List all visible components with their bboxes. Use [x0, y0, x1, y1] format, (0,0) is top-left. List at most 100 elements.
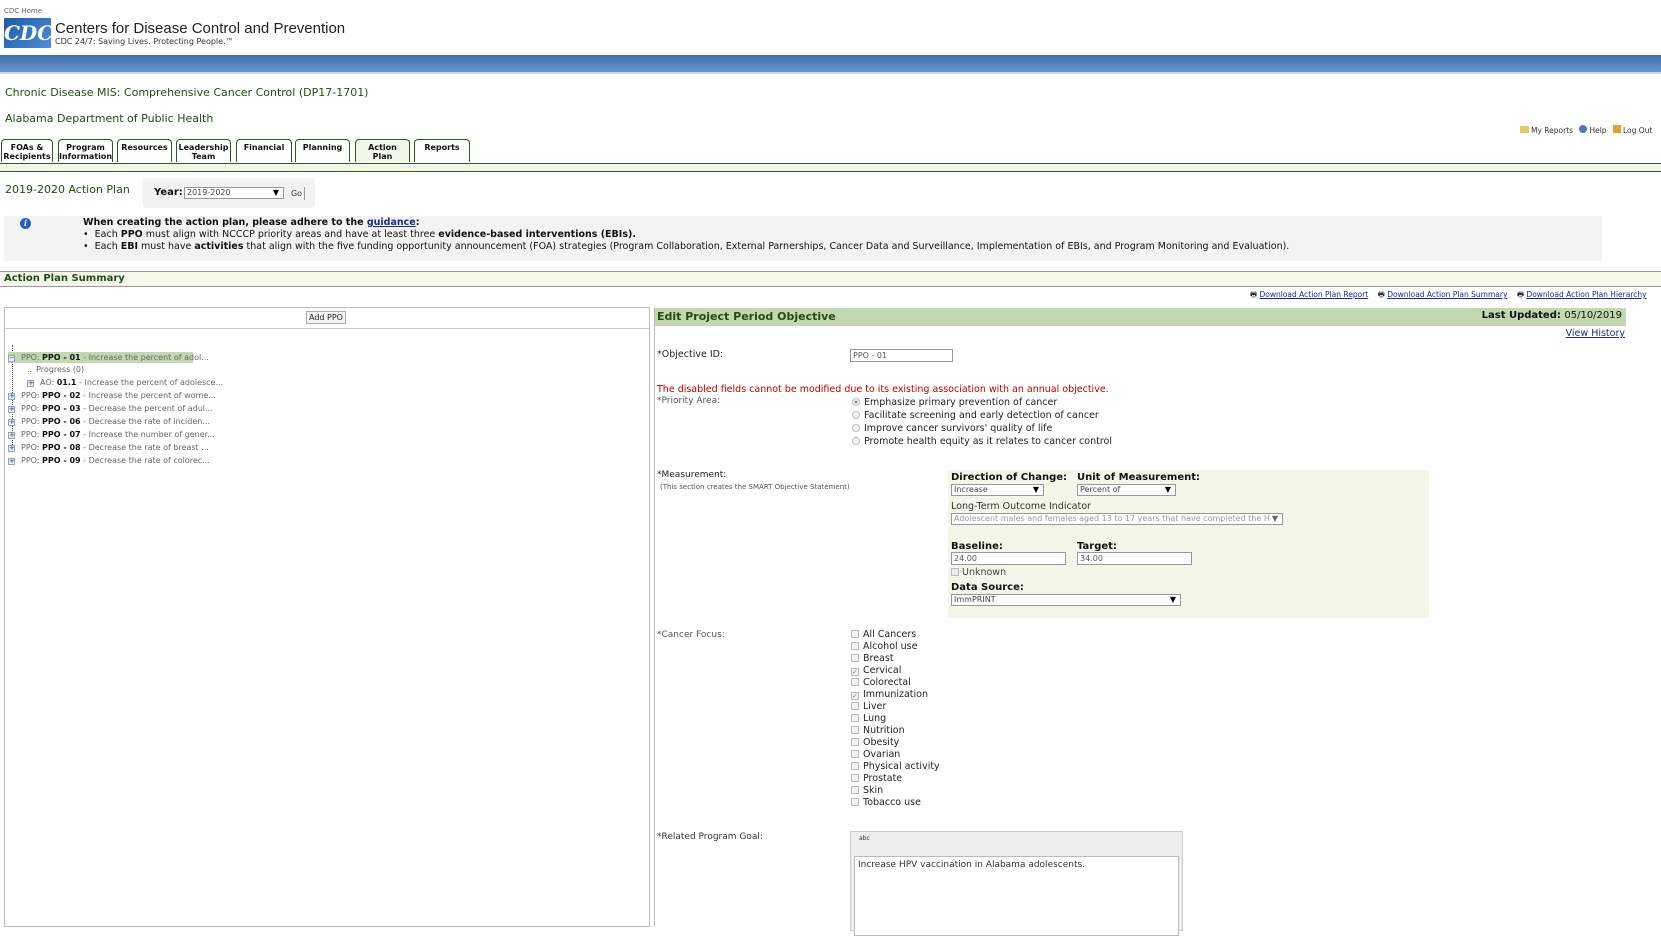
cancer-focus-checkbox[interactable]: ✓ Cervical — [851, 665, 902, 676]
checkbox-icon[interactable] — [851, 630, 859, 638]
folder-icon[interactable] — [1520, 126, 1529, 133]
tree-item[interactable]: − PPO: PPO - 01 - Increase the percent of… — [8, 352, 209, 363]
cancer-focus-checkbox[interactable]: Obesity — [851, 737, 899, 748]
expand-icon[interactable]: + — [8, 418, 15, 426]
data-source-select[interactable]: ImmPRINT ▼ — [951, 594, 1181, 606]
view-history-link[interactable]: View History — [1565, 328, 1625, 339]
cancer-focus-checkbox[interactable]: Physical activity — [851, 761, 940, 772]
target-input[interactable]: 34.00 — [1077, 552, 1192, 565]
direction-select[interactable]: Increase ▼ — [951, 484, 1044, 496]
cancer-focus-checkbox[interactable]: Lung — [851, 713, 886, 724]
checkbox-icon[interactable]: ✓ — [851, 692, 859, 700]
expand-icon[interactable]: + — [8, 392, 15, 400]
checkbox-icon[interactable] — [851, 654, 859, 662]
cancer-focus-checkbox[interactable]: ✓ Immunization — [851, 689, 928, 700]
tab-financial[interactable]: Financial — [236, 139, 292, 162]
unit-select[interactable]: Percent of ▼ — [1077, 484, 1176, 496]
cancer-focus-checkbox[interactable]: All Cancers — [851, 629, 916, 640]
baseline-input[interactable]: 24.00 — [951, 552, 1066, 565]
divider — [5, 328, 649, 329]
cancer-focus-checkbox[interactable]: Skin — [851, 785, 883, 796]
radio-icon[interactable] — [852, 398, 860, 406]
go-button[interactable]: Go — [289, 187, 305, 200]
expand-icon[interactable]: + — [8, 457, 15, 465]
cancer-focus-checkbox[interactable]: Prostate — [851, 773, 902, 784]
priority-radio[interactable]: Improve cancer survivors' quality of lif… — [852, 423, 1052, 434]
checkbox-icon[interactable]: ✓ — [851, 668, 859, 676]
my-reports-link[interactable]: My Reports — [1531, 126, 1574, 135]
cdc-home-link[interactable]: CDC Home — [4, 7, 43, 15]
checkbox-icon[interactable] — [851, 726, 859, 734]
cancer-focus-checkbox[interactable]: Nutrition — [851, 725, 905, 736]
priority-radio[interactable]: Emphasize primary prevention of cancer — [852, 397, 1057, 408]
expand-icon[interactable]: + — [27, 379, 34, 387]
checkbox-icon[interactable] — [851, 750, 859, 758]
expand-icon[interactable]: + — [8, 431, 15, 439]
checkbox-icon[interactable] — [851, 798, 859, 806]
checkbox-icon[interactable] — [851, 714, 859, 722]
indicator-select[interactable]: Adolescent males and females aged 13 to … — [951, 513, 1283, 525]
related-goal-label: *Related Program Goal: — [657, 832, 763, 842]
spellcheck-icon[interactable]: abc — [859, 835, 870, 842]
tab-label: Leadership — [178, 143, 229, 152]
tab-program-information[interactable]: Program Information — [58, 139, 113, 162]
expand-icon[interactable]: + — [8, 444, 15, 452]
add-ppo-button[interactable]: Add PPO — [306, 311, 346, 324]
help-icon[interactable] — [1579, 125, 1588, 133]
lock-icon[interactable] — [1612, 125, 1621, 133]
tab-foas-recipients[interactable]: FOAs & Recipients — [1, 139, 53, 162]
checkbox-icon[interactable] — [851, 774, 859, 782]
unknown-checkbox[interactable]: Unknown — [951, 567, 1006, 578]
cancer-focus-checkbox[interactable]: Liver — [851, 701, 886, 712]
related-goal-textarea[interactable]: Increase HPV vaccination in Alabama adol… — [854, 856, 1179, 936]
help-link[interactable]: Help — [1589, 126, 1607, 135]
app-title: Chronic Disease MIS: Comprehensive Cance… — [5, 86, 369, 99]
tab-resources[interactable]: Resources — [117, 139, 172, 162]
priority-radio[interactable]: Promote health equity as it relates to c… — [852, 436, 1112, 447]
tab-action-plan[interactable]: Action Plan — [355, 139, 410, 162]
cdc-logo[interactable]: CDC — [4, 18, 53, 48]
collapse-icon[interactable]: − — [8, 354, 15, 362]
tree-item[interactable]: + PPO: PPO - 09 - Decrease the rate of co… — [8, 456, 210, 465]
cancer-focus-checkbox[interactable]: Breast — [851, 653, 894, 664]
cancer-focus-label: *Cancer Focus: — [657, 630, 725, 640]
guidance-link[interactable]: guidance — [366, 217, 416, 228]
radio-icon[interactable] — [852, 424, 860, 432]
checkbox-icon[interactable] — [851, 642, 859, 650]
cancer-focus-checkbox[interactable]: Colorectal — [851, 677, 911, 688]
tab-planning[interactable]: Planning — [295, 139, 350, 162]
tree-item[interactable]: .. Progress (0) — [27, 365, 85, 374]
tree-item[interactable]: + PPO: PPO - 07 - Increase the number of … — [8, 430, 215, 439]
tree-item[interactable]: + PPO: PPO - 02 - Increase the percent of… — [8, 391, 216, 400]
download-report-link[interactable]: Download Action Plan Report — [1259, 290, 1369, 299]
cancer-focus-checkbox[interactable]: Tobacco use — [851, 797, 921, 808]
radio-icon[interactable] — [852, 411, 860, 419]
cancer-focus-checkbox[interactable]: Alcohol use — [851, 641, 917, 652]
tab-label: Plan — [372, 152, 393, 161]
checkbox-icon[interactable] — [851, 678, 859, 686]
disabled-fields-note: The disabled fields cannot be modified d… — [657, 384, 1109, 395]
checkbox-icon[interactable] — [851, 786, 859, 794]
priority-radio[interactable]: Facilitate screening and early detection… — [852, 410, 1099, 421]
checkbox-icon[interactable] — [851, 738, 859, 746]
objective-id-input[interactable]: PPO - 01 — [850, 349, 953, 362]
tree-item[interactable]: + PPO: PPO - 08 - Decrease the rate of br… — [8, 443, 209, 452]
edit-ppo-panel: Edit Project Period Objective Last Updat… — [654, 307, 1654, 927]
priority-area-label: *Priority Area: — [657, 396, 721, 406]
tree-item[interactable]: + PPO: PPO - 03 - Decrease the percent of… — [8, 404, 213, 413]
checkbox-icon[interactable] — [851, 702, 859, 710]
tree-item[interactable]: + PPO: PPO - 06 - Decrease the rate of in… — [8, 417, 210, 426]
expand-icon[interactable]: + — [8, 405, 15, 413]
tree-item[interactable]: + AO: 01.1 - Increase the percent of adol… — [27, 378, 224, 387]
year-select[interactable]: 2019-2020 ▼ — [184, 187, 284, 199]
checkbox-icon[interactable] — [851, 762, 859, 770]
radio-icon[interactable] — [852, 437, 860, 445]
tab-leadership-team[interactable]: Leadership Team — [176, 139, 231, 162]
download-hierarchy-link[interactable]: Download Action Plan Hierarchy — [1526, 290, 1647, 299]
log-out-link[interactable]: Log Out — [1622, 126, 1653, 135]
download-summary-link[interactable]: Download Action Plan Summary — [1387, 290, 1508, 299]
cancer-focus-checkbox[interactable]: Ovarian — [851, 749, 900, 760]
printer-icon: 🖶 — [1516, 290, 1525, 299]
guidance-intro: When creating the action plan, please ad… — [83, 217, 420, 228]
tab-reports[interactable]: Reports — [414, 139, 470, 162]
